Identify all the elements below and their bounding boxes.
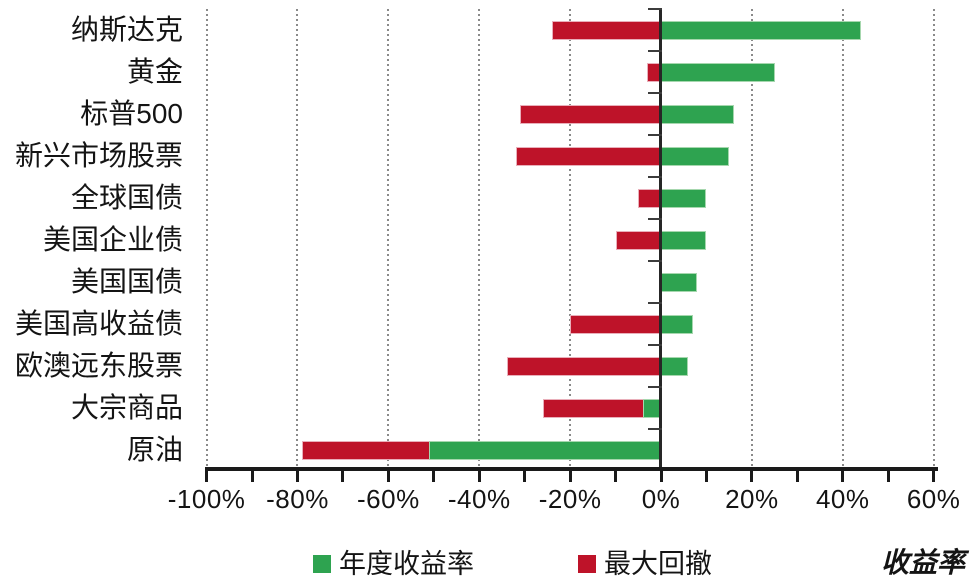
category-label: 标普500 [80,98,183,129]
gridline [478,9,481,467]
legend-label: 年度收益率 [339,549,474,579]
legend: 年度收益率 最大回撤 [0,549,971,579]
return-bar [661,62,775,82]
legend-item: 最大回撤 [578,549,712,579]
category-label: 大宗商品 [70,392,183,423]
x-axis-tick [205,471,209,482]
drawdown-bar [515,146,661,166]
x-axis-tick [750,471,754,482]
x-axis-tick [341,471,345,482]
y-axis-category-tick [648,428,662,430]
category-label: 美国国债 [70,266,183,297]
y-axis-category-tick [648,302,662,304]
category-label: 黄金 [126,56,183,87]
gridline [205,9,208,467]
y-axis-category-tick [648,92,662,94]
x-axis-tick [477,471,481,482]
legend-swatch-icon [578,555,596,573]
return-bar [661,314,693,334]
y-axis-category-tick [648,218,662,220]
axis-title-label: 收益率 [880,547,965,578]
y-axis-category-tick [648,50,662,52]
category-label: 美国企业债 [42,224,183,255]
gridline [296,9,299,467]
y-axis-category-tick [648,386,662,388]
x-axis-line [205,467,938,471]
category-label: 欧澳远东股票 [14,350,183,381]
x-axis-tick [659,471,663,482]
legend-swatch-icon [313,555,331,573]
x-tick-label: -60% [357,484,420,514]
x-axis-tick [704,471,708,482]
gridline [569,9,572,467]
x-tick-label: -80% [266,484,329,514]
x-tick-label: 20% [725,484,779,514]
y-axis-category-tick [648,134,662,136]
x-axis-tick [841,471,845,482]
x-axis-tick [386,471,390,482]
return-bar [429,440,661,460]
gridline [932,9,935,467]
x-axis-tick [295,471,299,482]
category-label: 美国高收益债 [14,308,183,339]
x-tick-label: 40% [815,484,870,514]
gridline [387,9,390,467]
x-axis-tick [886,471,890,482]
x-axis-tick [523,471,527,482]
y-axis-category-tick [648,8,662,10]
x-tick-label: -20% [538,484,602,514]
category-label: 全球国债 [70,182,183,213]
legend-item: 年度收益率 [313,549,474,579]
category-label: 原油 [126,434,183,465]
drawdown-bar [570,314,661,334]
y-axis-category-tick [648,260,662,262]
gridline [841,9,844,467]
return-bar [661,356,689,376]
x-tick-label: 60% [906,484,961,514]
return-bar [661,188,707,208]
y-axis-category-tick [648,176,662,178]
return-bar [661,146,730,166]
x-axis-tick [432,471,436,482]
return-bar [661,272,698,292]
x-axis-tick [795,471,799,482]
y-axis-category-tick [648,344,662,346]
drawdown-bar [506,356,661,376]
x-axis-tick [568,471,572,482]
drawdown-bar [551,20,661,40]
x-axis-tick [250,471,254,482]
y-axis-line [659,9,662,471]
drawdown-bar [638,188,661,208]
x-axis-tick [614,471,618,482]
x-axis-tick [932,471,936,482]
drawdown-bar [615,230,661,250]
x-tick-label: -100% [167,484,246,514]
gridline [750,9,753,467]
return-bar [661,230,707,250]
x-tick-label: 0% [641,484,681,514]
legend-label: 最大回撤 [604,549,712,579]
category-label: 纳斯达克 [70,14,183,45]
return-bar [661,104,734,124]
category-label: 新兴市场股票 [14,140,183,171]
return-bar [661,20,861,40]
drawdown-bar [520,104,661,124]
x-tick-label: -40% [447,484,511,514]
